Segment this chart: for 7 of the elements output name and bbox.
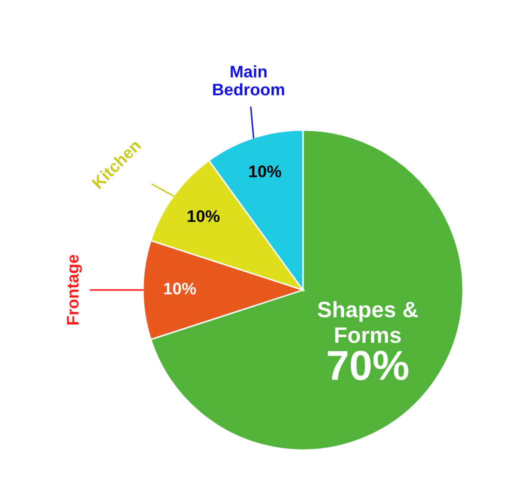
data-label: 10%	[249, 166, 282, 178]
slice-label: Main Bedroom	[213, 65, 284, 96]
slice-label: Frontage	[66, 254, 82, 325]
data-label: 10%	[164, 282, 196, 294]
data-label: 70%	[328, 350, 408, 380]
data-label: 10%	[188, 210, 220, 222]
slice-label: Shapes & Forms	[318, 301, 418, 343]
